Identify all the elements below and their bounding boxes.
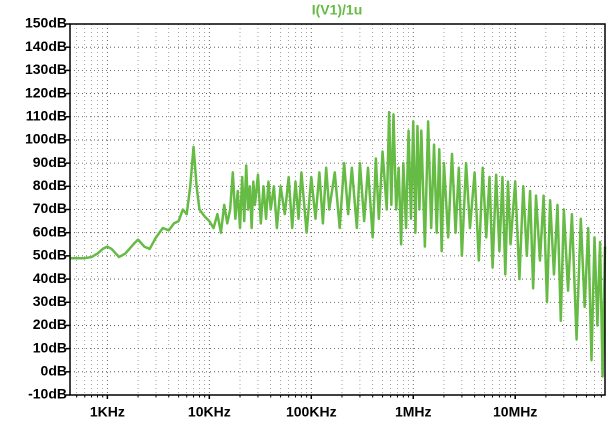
- y-tick-label: 100dB: [25, 131, 67, 147]
- y-tick-label: -10dB: [28, 386, 67, 402]
- y-tick-label: 90dB: [33, 154, 67, 170]
- series-line: [70, 110, 607, 378]
- y-tick-label: 80dB: [33, 177, 67, 193]
- plot: [70, 110, 607, 378]
- y-tick-label: 110dB: [26, 107, 67, 123]
- y-tick-label: 140dB: [25, 38, 67, 54]
- x-tick-label: 100KHz: [286, 404, 337, 420]
- y-tick-label: 40dB: [33, 270, 67, 286]
- y-tick-label: 0dB: [41, 363, 67, 379]
- y-tick-label: 60dB: [33, 223, 67, 239]
- y-tick-label: 130dB: [25, 61, 67, 77]
- y-tick-label: 150dB: [25, 15, 67, 31]
- x-tick-label: 10KHz: [188, 404, 231, 420]
- y-tick-label: 30dB: [33, 293, 67, 309]
- x-tick-label: 1KHz: [90, 404, 125, 420]
- x-tick-label: 10MHz: [493, 404, 537, 420]
- y-tick-label: 10dB: [33, 339, 67, 355]
- y-tick-label: 70dB: [33, 200, 67, 216]
- y-tick-label: 120dB: [25, 84, 67, 100]
- y-tick-label: 50dB: [33, 247, 67, 263]
- chart-title: I(V1)/1u: [312, 2, 363, 18]
- x-tick-label: 1MHz: [395, 404, 432, 420]
- y-tick-label: 20dB: [33, 316, 67, 332]
